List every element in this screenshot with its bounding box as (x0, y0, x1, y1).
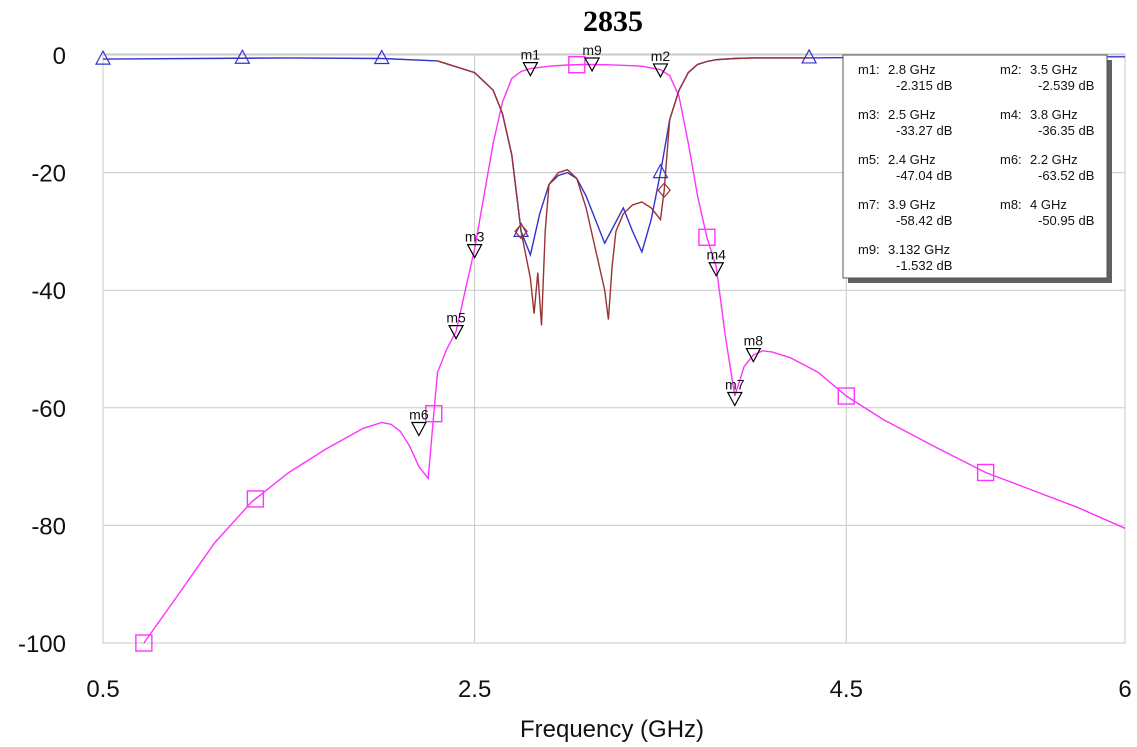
legend-marker-name: m7: (858, 197, 880, 212)
legend-marker-freq: 2.5 GHz (888, 107, 936, 122)
series-symbol-triangle (94, 49, 112, 65)
legend-marker-freq: 3.5 GHz (1030, 62, 1078, 77)
marker-layer: m1 m2 m3 m4 m5 m6 m7 m8 m9 (409, 42, 764, 437)
series-symbol-square (837, 387, 855, 405)
y-tick-label: -80 (31, 513, 66, 540)
legend-marker-value: -50.95 dB (1038, 213, 1094, 228)
legend-box (842, 54, 1108, 279)
legend-marker-value: -1.532 dB (896, 258, 952, 273)
series-symbol-triangle (652, 163, 669, 179)
series-line-1 (143, 63, 1126, 644)
series-symbol-triangle (373, 49, 390, 65)
legend-marker-value: -63.52 dB (1038, 168, 1094, 183)
series-line-3 (437, 57, 810, 326)
marker-label-m8: m8 (744, 333, 764, 349)
series-symbol-diamond (657, 182, 671, 199)
legend-marker-value: -33.27 dB (896, 123, 952, 138)
legend: m1: 2.8 GHz-2.315 dB m2: 3.5 GHz-2.539 dB m3… (842, 54, 1112, 283)
x-axis-label: Frequency (GHz) (520, 716, 704, 743)
marker-m2 (652, 63, 669, 79)
y-tick-label: -20 (31, 161, 66, 188)
legend-marker-freq: 2.2 GHz (1030, 152, 1078, 167)
legend-marker-name: m8: (1000, 197, 1022, 212)
marker-m3 (466, 244, 483, 259)
series-symbol-triangle (513, 222, 530, 237)
legend-marker-value: -58.42 dB (896, 213, 952, 228)
marker-label-m4: m4 (706, 247, 726, 263)
legend-marker-freq: 2.4 GHz (888, 152, 936, 167)
marker-label-m3: m3 (465, 229, 485, 245)
legend-marker-name: m2: (1000, 62, 1022, 77)
series-symbol-square (425, 404, 443, 423)
marker-m7 (726, 391, 743, 407)
marker-label-m2: m2 (651, 48, 671, 64)
marker-label-m7: m7 (725, 377, 745, 393)
marker-m4 (708, 262, 725, 278)
x-tick-label: 4.5 (830, 676, 863, 703)
series-symbol-diamond (514, 223, 528, 240)
legend-marker-name: m9: (858, 242, 880, 257)
legend-marker-value: -47.04 dB (896, 168, 952, 183)
legend-marker-freq: 3.132 GHz (888, 242, 950, 257)
axes: 0 -20 -40 -60 -80 -100 0.5 2.5 4.5 6 (18, 43, 1132, 703)
marker-label-m5: m5 (446, 310, 466, 326)
series-symbol-square (568, 56, 586, 74)
x-tick-label: 0.5 (86, 676, 119, 703)
marker-m8 (745, 347, 762, 363)
series-layer (94, 48, 1126, 652)
x-tick-label: 6 (1118, 676, 1131, 703)
marker-m1 (522, 62, 539, 77)
marker-label-m1: m1 (521, 47, 541, 63)
marker-label-m9: m9 (582, 42, 602, 58)
legend-marker-name: m4: (1000, 107, 1022, 122)
y-tick-label: -100 (18, 631, 66, 658)
marker-label-m6: m6 (409, 406, 429, 422)
y-tick-label: 0 (53, 43, 66, 70)
x-tick-label: 2.5 (458, 676, 491, 703)
series-symbol-square (246, 490, 265, 508)
legend-marker-value: -2.539 dB (1038, 78, 1094, 93)
marker-m9 (584, 57, 601, 73)
legend-marker-freq: 2.8 GHz (888, 62, 936, 77)
y-tick-label: -40 (31, 278, 66, 305)
series-symbol-square (135, 634, 153, 652)
series-symbol-triangle (801, 48, 818, 64)
legend-marker-name: m3: (858, 107, 880, 122)
chart-title: 2835 (583, 5, 643, 38)
marker-m5 (448, 324, 465, 340)
series-symbol-square (976, 463, 995, 482)
series-symbol-square (698, 228, 716, 246)
series-symbol-triangle (234, 48, 251, 64)
legend-marker-value: -2.315 dB (896, 78, 952, 93)
y-tick-label: -60 (31, 396, 66, 423)
legend-marker-freq: 4 GHz (1030, 197, 1067, 212)
legend-marker-freq: 3.9 GHz (888, 197, 936, 212)
marker-m6 (410, 421, 427, 437)
legend-marker-freq: 3.8 GHz (1030, 107, 1078, 122)
legend-marker-name: m6: (1000, 152, 1022, 167)
legend-marker-name: m1: (858, 62, 880, 77)
legend-marker-value: -36.35 dB (1038, 123, 1094, 138)
legend-marker-name: m5: (858, 152, 880, 167)
